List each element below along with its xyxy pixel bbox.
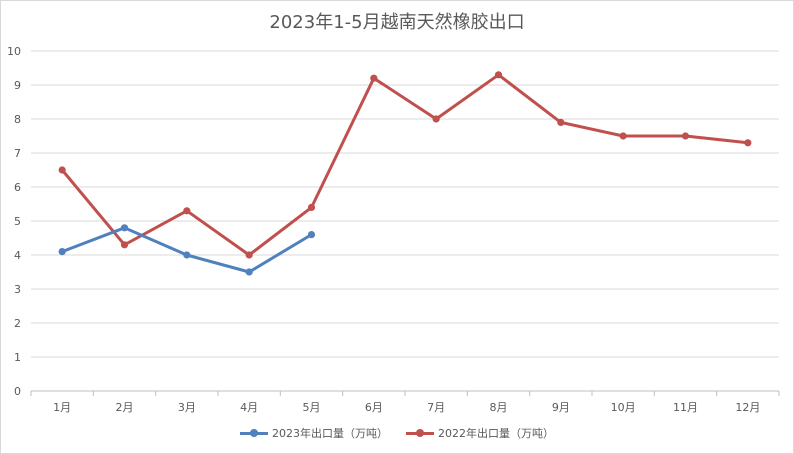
data-point bbox=[120, 224, 129, 232]
series-line-1 bbox=[60, 73, 750, 257]
x-tick-label: 7月 bbox=[427, 401, 445, 414]
data-point bbox=[744, 139, 752, 147]
y-tick-label: 4 bbox=[14, 249, 21, 262]
data-point bbox=[58, 166, 66, 174]
x-tick-label: 5月 bbox=[303, 401, 321, 414]
y-tick-label: 5 bbox=[14, 215, 21, 228]
y-tick-label: 1 bbox=[14, 351, 21, 364]
x-tick-label: 6月 bbox=[365, 401, 383, 414]
x-tick-label: 9月 bbox=[552, 401, 570, 414]
data-point bbox=[183, 251, 191, 259]
x-tick-label: 1月 bbox=[53, 401, 71, 414]
x-tick-label: 12月 bbox=[735, 401, 760, 414]
data-point bbox=[245, 251, 253, 259]
data-point bbox=[120, 241, 129, 249]
y-tick-label: 6 bbox=[14, 181, 21, 194]
x-tick-label: 11月 bbox=[673, 401, 698, 414]
y-tick-label: 3 bbox=[14, 283, 21, 296]
data-point bbox=[307, 231, 316, 239]
x-tick-label: 4月 bbox=[240, 401, 258, 414]
data-point bbox=[370, 74, 378, 82]
data-point bbox=[307, 203, 316, 211]
y-tick-label: 2 bbox=[14, 317, 21, 330]
data-point bbox=[245, 268, 253, 276]
y-tick-label: 0 bbox=[14, 385, 21, 398]
y-tick-label: 7 bbox=[14, 147, 21, 160]
data-point bbox=[183, 207, 191, 215]
y-tick-label: 8 bbox=[14, 113, 21, 126]
x-tick-label: 3月 bbox=[178, 401, 196, 414]
data-point bbox=[494, 71, 503, 79]
x-tick-label: 2月 bbox=[116, 401, 134, 414]
legend-label-2023: 2023年出口量（万吨） bbox=[272, 427, 388, 440]
legend-item-2023: 2023年出口量（万吨） bbox=[240, 425, 388, 441]
data-point bbox=[432, 115, 440, 123]
data-point bbox=[557, 118, 565, 126]
legend-swatch-2023 bbox=[240, 428, 268, 438]
x-tick-label: 10月 bbox=[611, 401, 636, 414]
chart-legend: 2023年出口量（万吨） 2022年出口量（万吨） bbox=[0, 425, 794, 441]
legend-swatch-2022 bbox=[406, 428, 434, 438]
data-point bbox=[619, 132, 627, 140]
y-tick-label: 9 bbox=[14, 79, 21, 92]
data-point bbox=[58, 248, 66, 256]
legend-label-2022: 2022年出口量（万吨） bbox=[438, 427, 554, 440]
x-tick-label: 8月 bbox=[490, 401, 508, 414]
y-tick-label: 10 bbox=[7, 45, 21, 58]
data-point bbox=[681, 132, 690, 140]
legend-item-2022: 2022年出口量（万吨） bbox=[406, 425, 554, 441]
chart-title: 2023年1-5月越南天然橡胶出口 bbox=[269, 12, 525, 33]
